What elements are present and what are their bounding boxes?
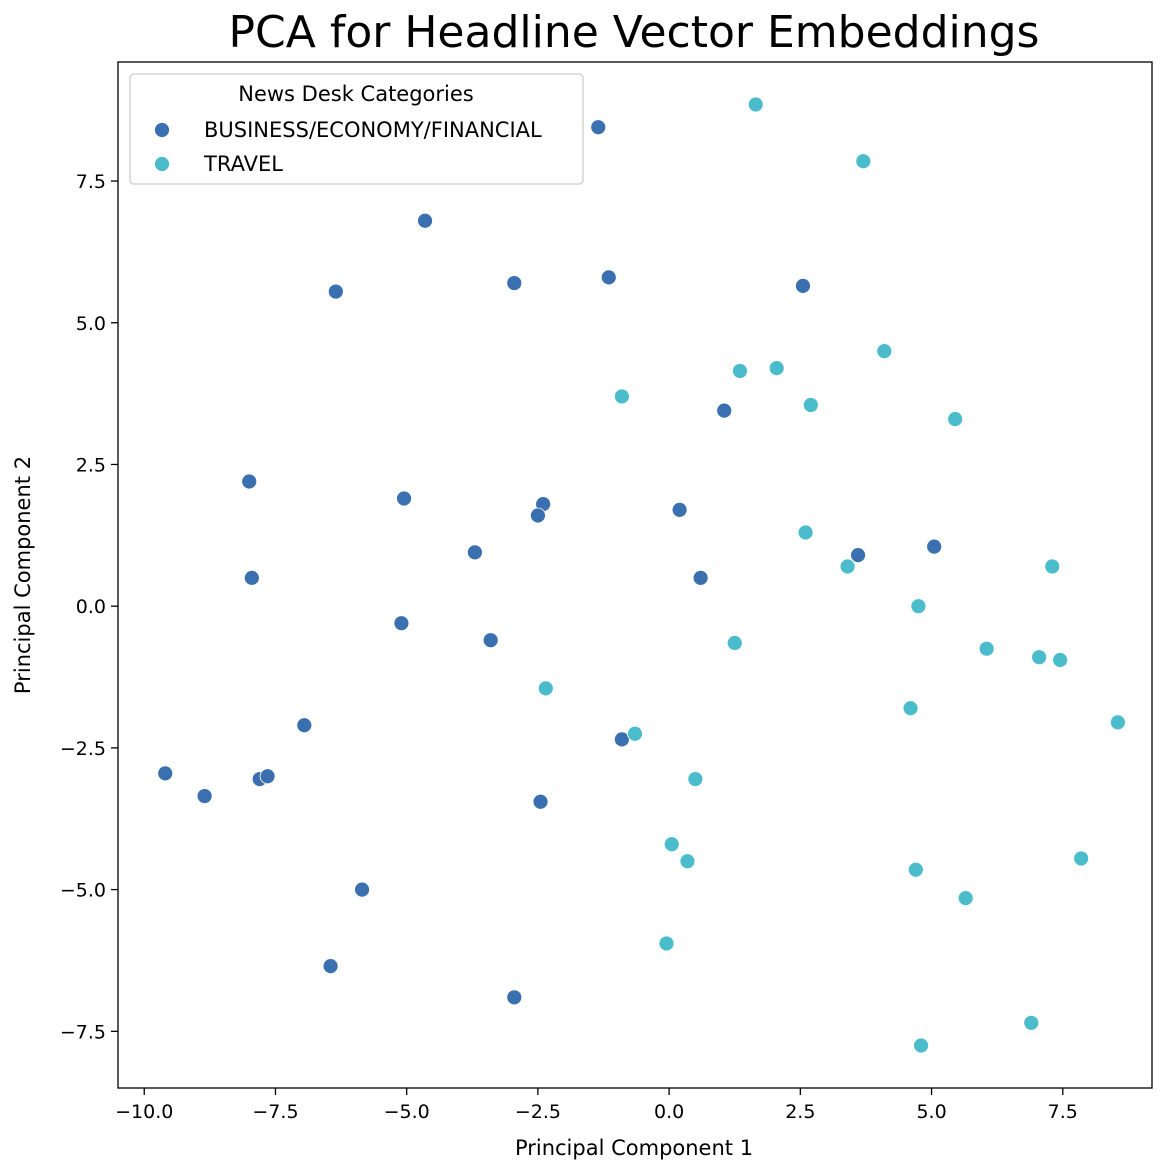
data-point	[506, 989, 523, 1006]
y-tick-label: −7.5	[60, 1021, 106, 1043]
legend-marker	[154, 122, 170, 138]
data-point	[506, 275, 523, 291]
data-point	[241, 473, 258, 490]
data-point	[797, 524, 814, 541]
data-point	[716, 402, 733, 419]
series-0	[157, 119, 943, 1006]
data-point	[393, 615, 410, 632]
data-point	[322, 958, 339, 975]
legend-entry-label: TRAVEL	[203, 152, 283, 176]
data-point	[692, 569, 709, 586]
data-point	[732, 363, 748, 379]
data-point	[537, 680, 554, 697]
legend-entry-label: BUSINESS/ECONOMY/FINANCIAL	[204, 118, 542, 142]
data-point	[926, 538, 943, 555]
legend: News Desk Categories BUSINESS/ECONOMY/FI…	[129, 73, 584, 185]
data-point	[1109, 714, 1126, 731]
data-point	[259, 768, 276, 785]
data-point	[795, 278, 811, 294]
x-tick-label: −5.0	[384, 1101, 430, 1123]
data-point	[613, 388, 630, 405]
data-point	[1023, 1014, 1040, 1031]
legend-box	[129, 73, 584, 185]
data-point	[663, 836, 680, 853]
data-point	[855, 153, 872, 170]
data-point	[913, 1037, 929, 1054]
data-point	[907, 861, 924, 878]
data-point	[243, 569, 260, 586]
y-tick-label: −2.5	[60, 738, 106, 760]
x-tick-label: −10.0	[115, 1101, 173, 1123]
y-tick-label: 7.5	[76, 171, 106, 193]
data-point	[726, 635, 743, 651]
data-point	[613, 731, 630, 748]
x-tick-label: 7.5	[1048, 1101, 1078, 1123]
data-point	[658, 935, 675, 952]
data-point	[768, 360, 785, 376]
y-tick-label: 2.5	[76, 454, 106, 476]
data-point	[679, 853, 696, 870]
data-point	[839, 558, 856, 575]
legend-title: News Desk Categories	[238, 82, 473, 106]
chart-title: PCA for Headline Vector Embeddings	[229, 7, 1040, 58]
data-point	[1052, 652, 1069, 668]
data-point	[902, 700, 919, 717]
data-point	[627, 725, 643, 742]
data-point	[196, 788, 213, 804]
data-point	[532, 793, 549, 810]
data-point	[802, 397, 819, 413]
data-point	[910, 598, 927, 615]
data-point	[296, 717, 313, 734]
data-point	[157, 765, 174, 782]
data-point	[957, 890, 974, 907]
data-point	[396, 490, 412, 507]
data-point	[876, 343, 893, 359]
x-tick-label: 2.5	[785, 1101, 815, 1123]
data-point	[850, 547, 866, 564]
data-point	[590, 119, 607, 136]
y-tick-label: 5.0	[76, 313, 106, 335]
x-tick-label: 0.0	[654, 1101, 684, 1123]
data-point	[1031, 649, 1048, 666]
data-point	[747, 96, 764, 113]
x-tick-label: −7.5	[252, 1101, 298, 1123]
data-point	[1073, 850, 1090, 867]
legend-marker	[154, 156, 170, 172]
x-axis-label: Principal Component 1	[515, 1136, 753, 1160]
data-point	[687, 771, 704, 787]
data-point	[600, 269, 617, 286]
points-layer	[157, 96, 1126, 1054]
series-1	[537, 96, 1126, 1054]
x-tick-label: 5.0	[916, 1101, 946, 1123]
y-tick-label: 0.0	[76, 596, 106, 618]
data-point	[529, 507, 546, 524]
data-point	[327, 283, 344, 300]
data-point	[947, 411, 964, 428]
data-point	[978, 640, 995, 657]
data-point	[482, 632, 499, 649]
data-point	[1044, 558, 1061, 575]
ticks-layer: −10.0 −7.5 −5.0 −2.5 0.0 2.5 5.0 7.5 −7.5 −5.0 −2.…	[60, 171, 1078, 1123]
x-tick-label: −2.5	[515, 1101, 561, 1123]
data-point	[354, 881, 370, 898]
data-point	[467, 544, 483, 561]
data-point	[671, 501, 688, 518]
y-tick-label: −5.0	[60, 880, 106, 902]
data-point	[417, 212, 433, 229]
y-axis-label: Principal Component 2	[11, 456, 35, 694]
plot-frame	[117, 61, 1153, 1089]
